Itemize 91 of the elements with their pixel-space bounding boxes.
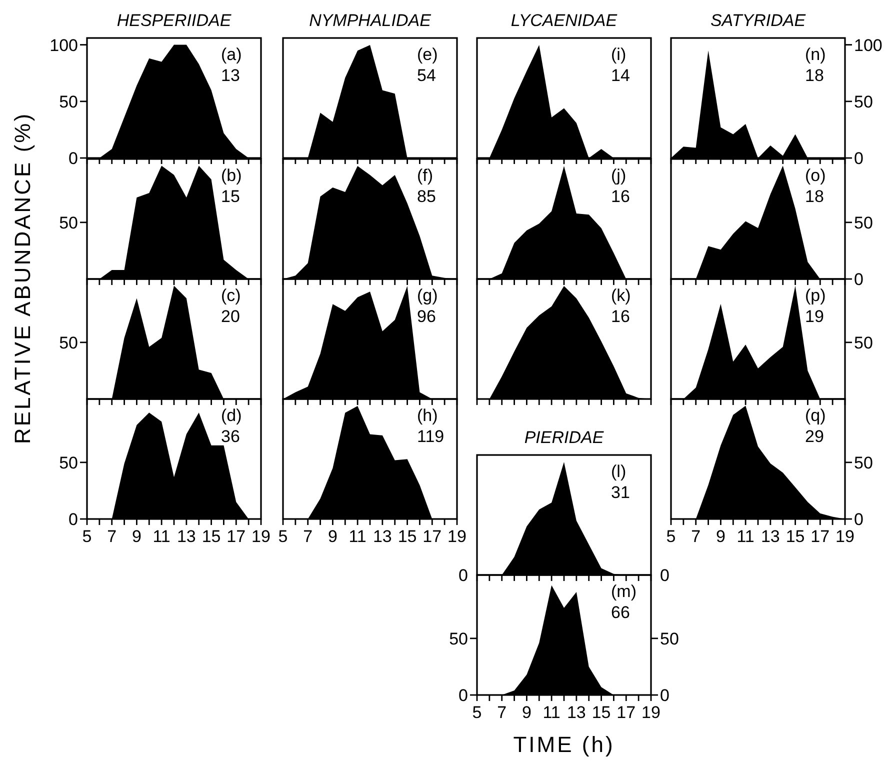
annotation: 31: [611, 483, 630, 502]
annotation: (p): [805, 286, 826, 305]
annotation: (i): [611, 45, 626, 64]
annotation: (k): [611, 286, 631, 305]
annotation: (b): [221, 166, 242, 185]
x-tick-label: 11: [542, 703, 560, 722]
y2-tick-label: 0: [854, 149, 864, 168]
x-tick-label: 9: [716, 527, 726, 546]
x-axis-title: TIME (h): [513, 732, 615, 757]
annotation: 20: [221, 307, 240, 326]
annotation: 85: [417, 187, 436, 206]
x-tick-label: 17: [422, 527, 442, 546]
x-tick-label: 13: [372, 527, 392, 546]
x-tick-label: 17: [616, 703, 636, 722]
annotation: (f): [417, 166, 434, 185]
y-tick-label: 50: [59, 92, 78, 112]
x-tick-label: 7: [497, 703, 507, 722]
annotation: 18: [805, 66, 824, 85]
y-tick-label: 0: [68, 510, 78, 529]
annotation: (n): [805, 45, 826, 64]
x-tick-label: 13: [566, 703, 586, 722]
x-tick-label: 19: [642, 703, 660, 722]
x-tick-label: 13: [176, 527, 196, 546]
annotation: 96: [417, 307, 436, 326]
annotation: (q): [805, 406, 826, 425]
annotation: (l): [611, 462, 626, 481]
y2-tick-label: 50: [854, 453, 873, 472]
x-tick-label: 5: [82, 527, 92, 546]
annotation: (m): [611, 582, 636, 601]
annotation: 18: [805, 187, 824, 206]
x-tick-label: 7: [303, 527, 313, 546]
annotation: 16: [611, 307, 630, 326]
y2-tick-label: 50: [854, 333, 873, 352]
annotation: 13: [221, 66, 240, 85]
x-tick-label: 19: [252, 527, 270, 546]
annotation: (c): [221, 286, 241, 305]
y2-tick-label: 50: [854, 213, 873, 232]
x-tick-label: 5: [666, 527, 676, 546]
annotation: 29: [805, 427, 824, 446]
annotation: (d): [221, 406, 242, 425]
annotation: (g): [417, 286, 438, 305]
y-tick-label: 50: [59, 333, 78, 352]
x-tick-label: 17: [810, 527, 830, 546]
chart-title: HESPERIIDAE: [116, 11, 232, 30]
y2-tick-label: 0: [660, 686, 670, 705]
y2-tick-label: 50: [660, 629, 679, 648]
x-tick-label: 11: [152, 527, 170, 546]
chart-title: LYCAENIDAE: [510, 11, 618, 30]
annotation: 14: [611, 66, 630, 85]
x-tick-label: 9: [522, 703, 532, 722]
y2-tick-label: 0: [854, 510, 864, 529]
annotation: (a): [221, 45, 242, 64]
x-tick-label: 11: [736, 527, 754, 546]
annotation: 15: [221, 187, 240, 206]
y-axis-title: RELATIVE ABUNDANCE (%): [10, 112, 35, 444]
x-tick-label: 13: [760, 527, 780, 546]
x-tick-label: 9: [328, 527, 338, 546]
x-tick-label: 15: [202, 527, 221, 546]
x-tick-label: 19: [836, 527, 854, 546]
annotation: 54: [417, 66, 436, 85]
x-tick-label: 17: [226, 527, 246, 546]
y-tick-label: 0: [68, 149, 78, 168]
y-tick-label: 50: [59, 213, 78, 232]
annotation: (h): [417, 406, 438, 425]
annotation: 16: [611, 187, 630, 206]
text: 0: [660, 566, 670, 585]
annotation: 36: [221, 427, 240, 446]
annotation: (e): [417, 45, 438, 64]
chart-title: NYMPHALIDAE: [309, 11, 432, 30]
annotation: 19: [805, 307, 824, 326]
x-tick-label: 15: [398, 527, 417, 546]
annotation: 119: [417, 427, 444, 446]
y2-tick-label: 50: [854, 92, 873, 112]
annotation: 66: [611, 603, 630, 622]
x-tick-label: 9: [132, 527, 142, 546]
x-tick-label: 5: [278, 527, 288, 546]
x-tick-label: 11: [348, 527, 366, 546]
x-tick-label: 15: [592, 703, 611, 722]
y-tick-label: 100: [50, 36, 78, 55]
chart-title: SATYRIDAE: [710, 11, 806, 30]
x-tick-label: 19: [448, 527, 466, 546]
annotation: (o): [805, 166, 826, 185]
y-tick-label: 50: [59, 453, 78, 472]
y2-tick-label: 100: [854, 36, 882, 55]
x-tick-label: 5: [472, 703, 482, 722]
chart-title: PIERIDAE: [524, 428, 604, 447]
x-tick-label: 7: [107, 527, 117, 546]
y2-tick-label: 0: [854, 270, 864, 289]
annotation: (j): [611, 166, 626, 185]
x-tick-label: 15: [786, 527, 805, 546]
x-tick-label: 7: [691, 527, 701, 546]
